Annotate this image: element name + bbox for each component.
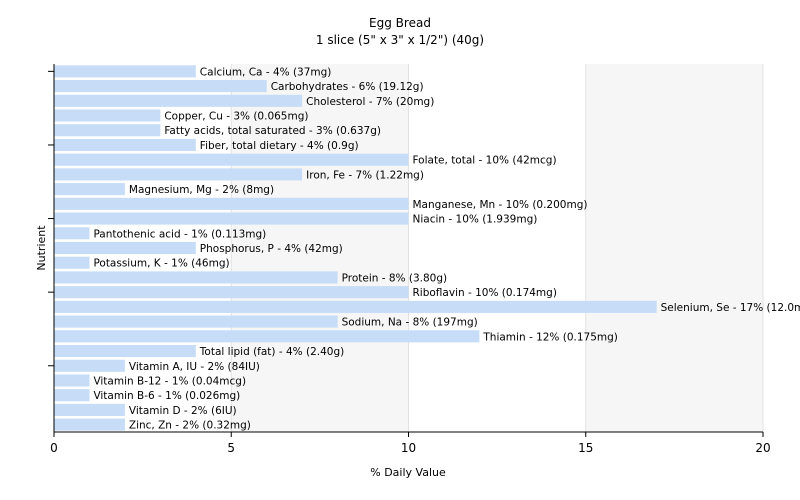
bar xyxy=(54,241,196,255)
bar xyxy=(54,153,409,166)
plot-band xyxy=(585,64,763,432)
bar xyxy=(54,212,409,225)
bar xyxy=(54,65,196,78)
bar-label: Riboflavin - 10% (0.174mg) xyxy=(413,287,557,299)
plot-band xyxy=(408,64,586,432)
bars-group xyxy=(54,65,657,431)
bar xyxy=(54,374,90,387)
bar xyxy=(54,197,409,210)
bar xyxy=(54,359,125,372)
bar-label: Protein - 8% (3.80g) xyxy=(342,272,448,284)
bar xyxy=(54,124,161,137)
bar-label: Potassium, K - 1% (46mg) xyxy=(93,258,229,270)
bar xyxy=(54,315,338,328)
bar xyxy=(54,138,196,151)
bar-label: Fiber, total dietary - 4% (0.9g) xyxy=(200,140,359,152)
bar-label: Niacin - 10% (1.939mg) xyxy=(413,214,538,226)
bar xyxy=(54,168,303,181)
bar xyxy=(54,403,125,416)
bar-label: Carbohydrates - 6% (19.12g) xyxy=(271,81,424,93)
bar-label: Vitamin B-12 - 1% (0.04mcg) xyxy=(93,375,246,387)
bar-label: Manganese, Mn - 10% (0.200mg) xyxy=(413,199,588,211)
plot-band xyxy=(231,64,409,432)
bar xyxy=(54,389,90,402)
bar-label: Folate, total - 10% (42mcg) xyxy=(413,155,557,167)
bar xyxy=(54,345,196,358)
bar xyxy=(54,80,267,93)
bar-label: Cholesterol - 7% (20mg) xyxy=(306,96,434,108)
bar xyxy=(54,183,125,196)
x-tick-labels: 0 5 10 15 20 xyxy=(50,441,770,455)
bar xyxy=(54,94,303,107)
bar xyxy=(54,109,161,122)
bar xyxy=(54,330,480,343)
axes-group xyxy=(48,64,764,437)
bar-label: Calcium, Ca - 4% (37mg) xyxy=(200,66,332,78)
bar xyxy=(54,256,90,269)
bar-label: Thiamin - 12% (0.175mg) xyxy=(482,331,618,343)
x-tick-label: 10 xyxy=(401,441,416,455)
x-tick-label: 15 xyxy=(578,441,593,455)
x-tick-label: 20 xyxy=(755,441,770,455)
x-axis-title: % Daily Value xyxy=(370,466,446,479)
bar-label: Fatty acids, total saturated - 3% (0.637… xyxy=(164,125,381,137)
bar xyxy=(54,286,409,299)
bar-label: Pantothenic acid - 1% (0.113mg) xyxy=(93,228,266,240)
bar-label: Iron, Fe - 7% (1.22mg) xyxy=(306,169,424,181)
bar-label: Selenium, Se - 17% (12.0mcg) xyxy=(661,302,800,314)
chart-subtitle: 1 slice (5" x 3" x 1/2") (40g) xyxy=(316,33,484,47)
bar-label: Total lipid (fat) - 4% (2.40g) xyxy=(199,346,344,358)
bar-label: Sodium, Na - 8% (197mg) xyxy=(342,317,478,329)
bar-labels-group: Calcium, Ca - 4% (37mg) Carbohydrates - 6… xyxy=(93,66,800,431)
bar xyxy=(54,271,338,284)
x-tick-label: 5 xyxy=(227,441,235,455)
bar-label: Magnesium, Mg - 2% (8mg) xyxy=(129,184,274,196)
bar-label: Vitamin A, IU - 2% (84IU) xyxy=(129,361,260,373)
bar xyxy=(54,300,657,313)
chart-title: Egg Bread xyxy=(369,16,431,30)
x-tick-label: 0 xyxy=(50,441,58,455)
bar xyxy=(54,418,125,431)
bar-label: Phosphorus, P - 4% (42mg) xyxy=(200,243,343,255)
y-axis-title: Nutrient xyxy=(35,225,48,271)
bar xyxy=(54,227,90,240)
bar-label: Vitamin B-6 - 1% (0.026mg) xyxy=(93,390,240,402)
bar-label: Copper, Cu - 3% (0.065mg) xyxy=(164,111,308,123)
gridlines xyxy=(230,64,764,432)
bar-label: Zinc, Zn - 2% (0.32mg) xyxy=(129,420,251,432)
bar-label: Vitamin D - 2% (6IU) xyxy=(129,405,237,417)
